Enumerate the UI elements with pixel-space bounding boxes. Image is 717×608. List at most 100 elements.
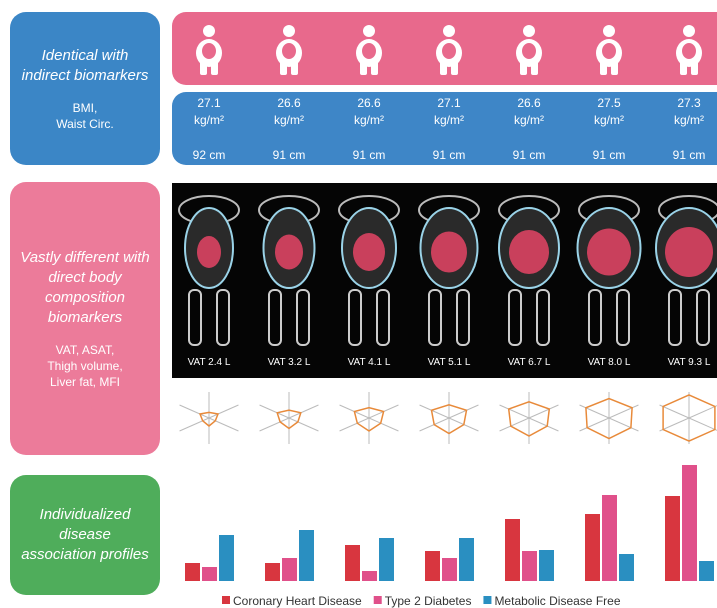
bar [299,530,314,581]
bar [699,561,714,581]
person-icon [356,25,382,75]
mri-image [418,195,480,346]
icon-leg [520,58,527,75]
vat-label: VAT 4.1 L [348,357,391,368]
bmi-value: 26.6 [357,96,381,110]
waist-value: 91 cm [513,148,546,162]
radar-spoke [608,404,639,419]
bar [539,550,554,581]
bar [619,554,634,581]
waist-value: 91 cm [593,148,626,162]
radar-spoke [259,404,290,419]
radar-spoke [288,417,319,432]
radar-shape [198,411,220,427]
legend-label: Metabolic Disease Free [494,594,620,608]
row-subtitle: BMI, Waist Circ. [56,100,114,131]
icon-belly [602,43,616,59]
radar-spoke [499,404,530,419]
vat-label: VAT 3.2 L [268,357,311,368]
radar-spoke [659,417,690,432]
bmi-unit: kg/m² [354,113,384,127]
radar-spoke [419,404,450,419]
bar [459,538,474,581]
bmi-value: 26.6 [517,96,541,110]
radar-spoke [688,405,717,419]
radar-glyph [419,392,479,444]
bmi-unit: kg/m² [274,113,304,127]
icon-belly [362,43,376,59]
radar-shape [585,397,633,440]
legend-swatch [222,596,230,604]
radar-spoke [208,404,239,419]
icon-leg [200,58,207,75]
icon-head [363,25,375,37]
mri-leg [348,289,362,346]
bar [202,567,217,581]
mri-leg [696,289,710,346]
row-title: Vastly different with direct body compos… [20,248,150,326]
person-icon [596,25,622,75]
radar-spoke [499,417,530,432]
bmi-unit: kg/m² [674,113,704,127]
bmi-unit: kg/m² [194,113,224,127]
row-title: Individualized disease association profi… [21,506,149,563]
radar-shape [430,404,468,435]
bmi-unit: kg/m² [434,113,464,127]
mri-vat [431,231,467,273]
radar-spoke [528,417,559,432]
legend-swatch [373,596,382,604]
mri-image [178,195,240,346]
person-icon [516,25,542,75]
waist-value: 92 cm [193,148,226,162]
bar [665,496,680,581]
icon-head [443,25,455,37]
radar-shape [276,409,302,430]
bmi-value: 27.3 [677,96,701,110]
person-icon [196,25,222,75]
bar [282,558,297,581]
icon-leg [280,58,287,75]
legend-label: Coronary Heart Disease [233,594,362,608]
radar-spoke [179,404,210,419]
row-title: Identical with indirect biomarkers [21,46,149,84]
icon-leg [291,58,298,75]
radar-spoke [179,417,210,432]
radar-glyph [499,392,559,444]
bmi-value: 26.6 [277,96,301,110]
mri-leg [668,289,682,346]
mri-image [258,195,320,346]
mri-vat [353,233,385,271]
biomarker-band [172,92,717,165]
mri-vat [587,228,631,276]
bmi-unit: kg/m² [594,113,624,127]
mri-image [498,195,560,346]
radar-shape [353,406,385,432]
radar-shape [507,401,551,437]
radar-spoke [579,417,610,432]
row-subtitle: VAT, ASAT, Thigh volume, Liver fat, MFI [47,342,123,389]
mri-leg [428,289,442,346]
icon-leg [440,58,447,75]
person-icon [676,25,702,75]
icon-belly [522,43,536,59]
icon-head [603,25,615,37]
mri-leg [508,289,522,346]
radar-spoke [659,404,690,419]
bar [345,545,360,581]
icon-belly [202,43,216,59]
radar-spoke [259,417,290,432]
bar [219,535,234,581]
icon-belly [282,43,296,59]
icon-head [523,25,535,37]
bar [379,538,394,581]
radar-glyph [579,392,639,444]
waist-value: 91 cm [673,148,706,162]
vat-label: VAT 5.1 L [428,357,471,368]
icon-leg [451,58,458,75]
radar-spoke [339,417,370,432]
person-icon [436,25,462,75]
row-box: Vastly different with direct body compos… [10,182,160,455]
mri-vat [665,227,713,277]
